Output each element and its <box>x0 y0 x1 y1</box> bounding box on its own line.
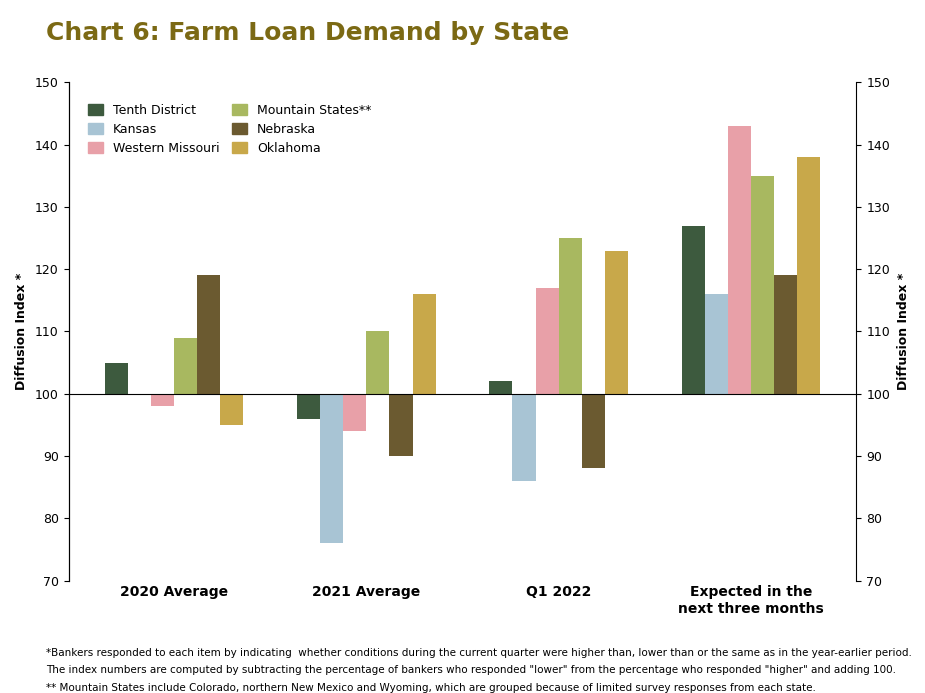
Bar <box>320 394 343 543</box>
Bar <box>536 288 559 394</box>
Text: The index numbers are computed by subtracting the percentage of bankers who resp: The index numbers are computed by subtra… <box>46 665 896 675</box>
Y-axis label: Diffusion Index *: Diffusion Index * <box>897 273 910 390</box>
Bar <box>559 238 582 394</box>
Y-axis label: Diffusion Index *: Diffusion Index * <box>15 273 28 390</box>
Bar <box>413 294 436 394</box>
Bar <box>389 394 413 456</box>
Bar <box>605 250 628 394</box>
Bar <box>682 226 705 394</box>
Legend: Tenth District, Kansas, Western Missouri, Mountain States**, Nebraska, Oklahoma: Tenth District, Kansas, Western Missouri… <box>82 98 376 160</box>
Bar <box>796 157 820 394</box>
Bar <box>751 176 774 394</box>
Bar <box>343 394 366 431</box>
Bar <box>105 362 129 394</box>
Bar <box>366 331 389 394</box>
Bar <box>489 381 512 394</box>
Bar <box>174 337 197 394</box>
Text: Chart 6: Farm Loan Demand by State: Chart 6: Farm Loan Demand by State <box>46 21 570 45</box>
Bar <box>151 394 174 406</box>
Bar <box>705 294 728 394</box>
Bar <box>582 394 605 468</box>
Text: ** Mountain States include Colorado, northern New Mexico and Wyoming, which are : ** Mountain States include Colorado, nor… <box>46 683 816 692</box>
Bar <box>728 126 751 394</box>
Bar <box>512 394 536 481</box>
Bar <box>197 275 220 394</box>
Bar <box>774 275 796 394</box>
Bar <box>297 394 320 419</box>
Text: *Bankers responded to each item by indicating  whether conditions during the cur: *Bankers responded to each item by indic… <box>46 648 912 658</box>
Bar <box>220 394 243 425</box>
